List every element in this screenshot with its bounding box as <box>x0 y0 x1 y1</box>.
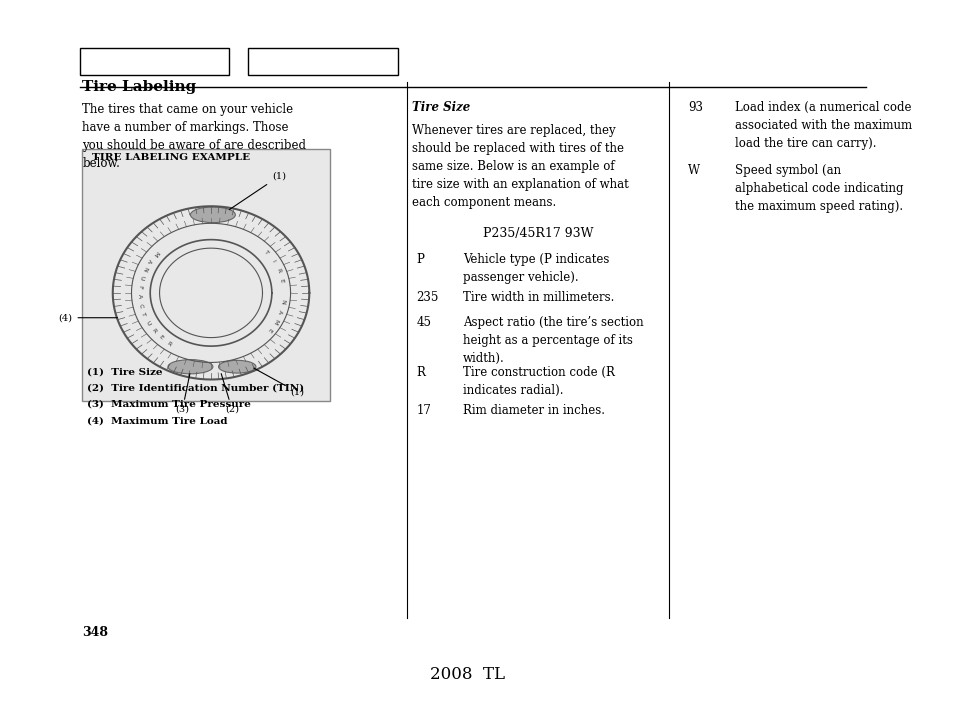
Text: R: R <box>416 366 425 379</box>
Text: E: E <box>278 278 284 283</box>
Text: N: N <box>141 266 148 272</box>
Ellipse shape <box>168 359 213 373</box>
Ellipse shape <box>191 207 235 223</box>
Text: P: P <box>416 253 424 266</box>
Text: P235/45R17 93W: P235/45R17 93W <box>482 227 593 240</box>
Text: TIRE LABELING EXAMPLE: TIRE LABELING EXAMPLE <box>91 153 250 162</box>
Text: E: E <box>157 334 164 341</box>
Text: I: I <box>271 259 275 263</box>
Text: Vehicle type (P indicates
passenger vehicle).: Vehicle type (P indicates passenger vehi… <box>463 253 609 285</box>
Text: W: W <box>687 164 700 177</box>
Text: U: U <box>138 275 144 280</box>
Text: 17: 17 <box>416 404 431 417</box>
Text: E: E <box>266 327 273 333</box>
Text: C: C <box>137 302 143 308</box>
Text: (3): (3) <box>175 373 190 414</box>
Text: R: R <box>165 340 172 347</box>
Text: Tire Labeling: Tire Labeling <box>82 80 196 94</box>
Text: Rim diameter in inches.: Rim diameter in inches. <box>463 404 604 417</box>
FancyBboxPatch shape <box>79 48 229 75</box>
Text: A: A <box>276 309 283 314</box>
Text: T: T <box>263 250 270 256</box>
Text: 93: 93 <box>687 101 702 114</box>
Text: M: M <box>272 317 278 324</box>
Text: (1): (1) <box>229 172 286 209</box>
Text: R: R <box>275 268 281 273</box>
Text: Tire construction code (R
indicates radial).: Tire construction code (R indicates radi… <box>463 366 615 398</box>
Text: Tire Size: Tire Size <box>412 101 470 114</box>
Text: The tires that came on your vehicle
have a number of markings. Those
you should : The tires that came on your vehicle have… <box>82 103 306 170</box>
Ellipse shape <box>218 360 255 373</box>
Text: Tire width in millimeters.: Tire width in millimeters. <box>463 291 614 304</box>
Text: T: T <box>140 312 146 317</box>
Text: A: A <box>136 294 142 298</box>
Text: (2)  Tire Identification Number (TIN): (2) Tire Identification Number (TIN) <box>87 383 304 393</box>
Text: Speed symbol (an
alphabetical code indicating
the maximum speed rating).: Speed symbol (an alphabetical code indic… <box>734 164 902 213</box>
Text: (4): (4) <box>58 313 117 322</box>
Text: Whenever tires are replaced, they
should be replaced with tires of the
same size: Whenever tires are replaced, they should… <box>412 124 628 209</box>
Text: Aspect ratio (the tire’s section
height as a percentage of its
width).: Aspect ratio (the tire’s section height … <box>463 316 643 365</box>
Text: A: A <box>146 257 152 263</box>
Text: (3)  Maximum Tire Pressure: (3) Maximum Tire Pressure <box>87 400 251 409</box>
Text: N: N <box>279 298 285 304</box>
FancyBboxPatch shape <box>248 48 397 75</box>
Text: 2008  TL: 2008 TL <box>430 666 505 683</box>
Text: 235: 235 <box>416 291 438 304</box>
Text: F: F <box>136 285 142 289</box>
Text: M: M <box>152 249 159 256</box>
Text: (1): (1) <box>253 368 304 397</box>
Text: Load index (a numerical code
associated with the maximum
load the tire can carry: Load index (a numerical code associated … <box>734 101 911 150</box>
Text: (2): (2) <box>221 373 239 414</box>
Text: (4)  Maximum Tire Load: (4) Maximum Tire Load <box>87 416 228 425</box>
Text: 45: 45 <box>416 316 431 329</box>
Text: R: R <box>150 327 156 334</box>
Text: U: U <box>144 320 151 326</box>
Text: 348: 348 <box>82 626 109 639</box>
Text: (1)  Tire Size: (1) Tire Size <box>87 367 162 376</box>
FancyBboxPatch shape <box>82 149 330 401</box>
